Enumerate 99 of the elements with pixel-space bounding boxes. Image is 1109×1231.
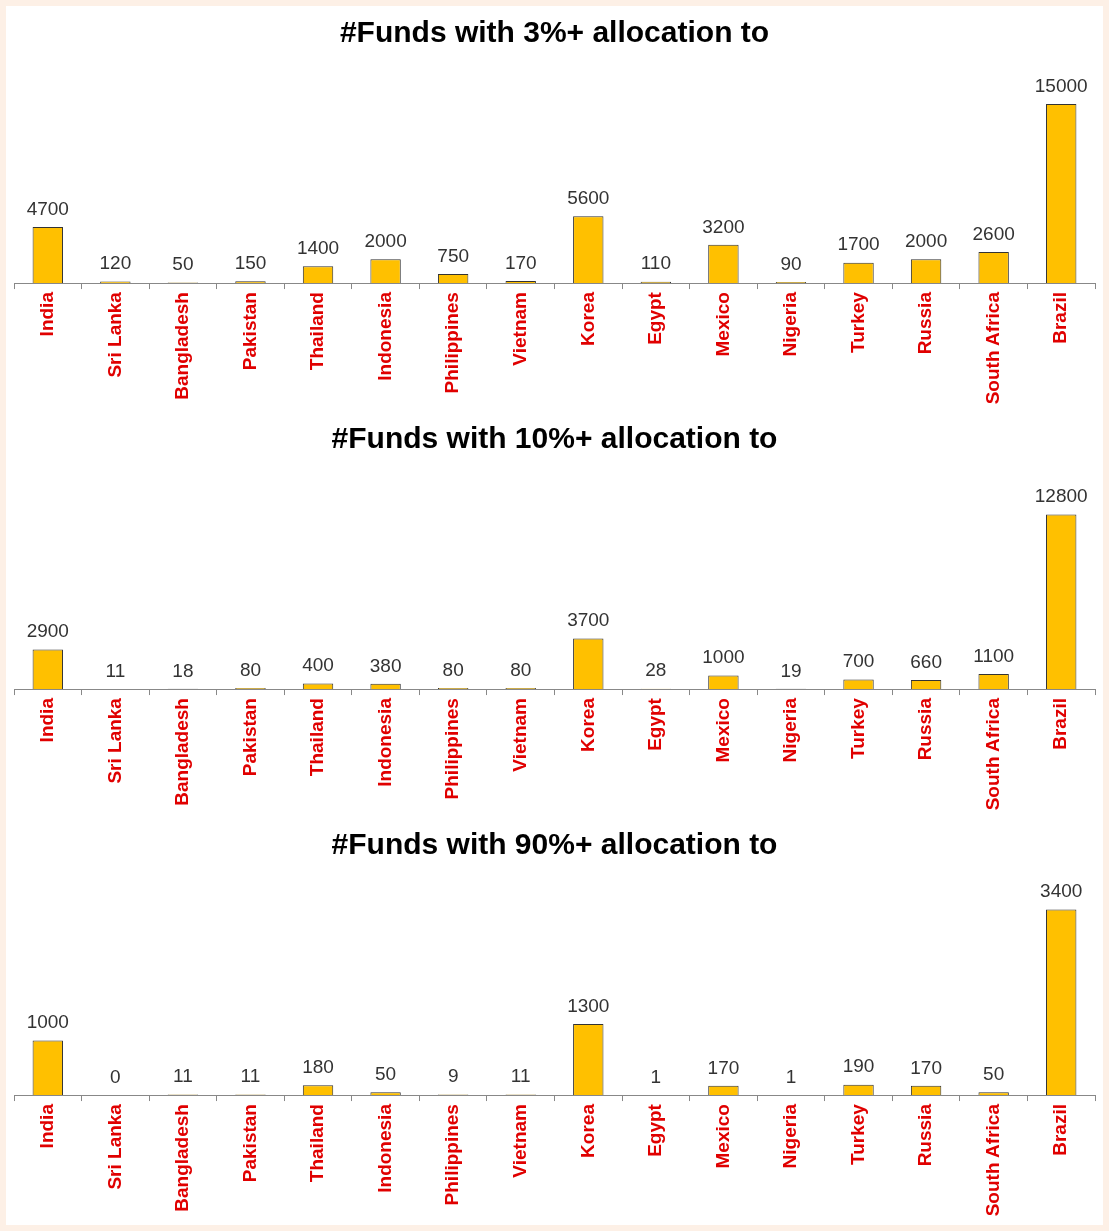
x-tick-label: Indonesia <box>373 1103 395 1193</box>
data-label: 4700 <box>26 197 69 219</box>
x-tick-label: Sri Lanka <box>103 291 125 378</box>
x-tick-label: South Africa <box>981 697 1003 811</box>
data-label: 5600 <box>567 186 610 208</box>
data-label: 90 <box>780 252 802 274</box>
x-tick-label: Brazil <box>1049 1104 1071 1156</box>
data-label: 170 <box>504 251 537 273</box>
data-label: 0 <box>110 1065 121 1087</box>
x-tick-label: Bangladesh <box>171 1104 193 1212</box>
data-label: 2600 <box>972 222 1015 244</box>
x-tick-label: Thailand <box>306 698 328 777</box>
data-label: 3700 <box>567 609 610 631</box>
x-tick-label: Nigeria <box>779 697 801 763</box>
data-label: 1300 <box>567 994 610 1016</box>
x-tick-label: South Africa <box>981 291 1003 405</box>
x-tick-label: Mexico <box>711 698 733 763</box>
data-label: 1000 <box>702 646 745 668</box>
data-label: 1 <box>785 1065 797 1087</box>
data-label: 3200 <box>702 215 745 237</box>
x-tick-label: Turkey <box>846 697 868 759</box>
x-tick-label: Sri Lanka <box>103 1103 125 1190</box>
x-tick-label: Brazil <box>1049 698 1071 750</box>
x-tick-label: Bangladesh <box>171 292 193 400</box>
x-tick-label: Egypt <box>644 291 666 345</box>
x-tick-label: Russia <box>914 291 936 355</box>
data-label: 700 <box>842 650 875 672</box>
data-label: 28 <box>645 659 667 681</box>
data-label: 18 <box>172 659 194 681</box>
data-label: 80 <box>510 658 532 680</box>
x-tick-label: Philippines <box>441 698 463 800</box>
data-label: 120 <box>99 252 132 274</box>
x-tick-label: Vietnam <box>508 1104 530 1178</box>
data-label: 110 <box>640 252 671 274</box>
data-label: 19 <box>780 659 802 681</box>
x-tick-label: Korea <box>576 291 598 346</box>
data-label: 80 <box>239 658 262 680</box>
data-label: 1700 <box>837 233 880 255</box>
x-tick-label: Pakistan <box>238 698 260 777</box>
x-tick-label: Korea <box>576 697 598 752</box>
x-tick-label: Brazil <box>1049 292 1071 344</box>
x-tick-label: Indonesia <box>373 291 395 381</box>
x-tick-label: Russia <box>914 697 936 761</box>
x-tick-label: Pakistan <box>238 1104 260 1183</box>
x-tick-label: Pakistan <box>238 292 260 371</box>
data-label: 1 <box>650 1065 662 1087</box>
x-tick-label: India <box>36 291 58 337</box>
x-tick-label: Nigeria <box>779 291 801 357</box>
data-label: 170 <box>707 1056 740 1078</box>
data-label: 170 <box>910 1056 942 1078</box>
data-label: 80 <box>442 658 464 680</box>
data-label: 1100 <box>973 644 1015 666</box>
x-tick-label: Egypt <box>644 1103 666 1157</box>
x-tick-label: Mexico <box>711 1104 733 1169</box>
data-label: 400 <box>302 654 334 676</box>
chart-title: #Funds with 90%+ allocation to <box>331 827 778 861</box>
chart-title: #Funds with 10%+ allocation to <box>331 421 778 455</box>
data-label: 2900 <box>26 620 69 642</box>
chart-title: #Funds with 3%+ allocation to <box>339 15 770 49</box>
data-label: 2000 <box>904 229 948 251</box>
x-tick-label: Russia <box>914 1103 936 1167</box>
x-tick-label: Thailand <box>306 292 328 371</box>
data-label: 750 <box>437 244 470 266</box>
data-label: 11 <box>173 1065 193 1087</box>
x-tick-label: Philippines <box>441 1104 463 1206</box>
x-tick-label: Nigeria <box>779 1103 801 1169</box>
x-tick-label: Turkey <box>846 291 868 353</box>
data-label: 50 <box>983 1063 1005 1085</box>
x-tick-label: South Africa <box>981 1103 1003 1217</box>
x-tick-label: Bangladesh <box>171 698 193 806</box>
x-tick-label: Vietnam <box>508 698 530 772</box>
data-label: 15000 <box>1034 74 1088 96</box>
data-label: 9 <box>447 1065 459 1087</box>
x-tick-label: India <box>36 1103 58 1149</box>
data-label: 12800 <box>1034 485 1088 507</box>
data-label: 1000 <box>26 1011 69 1033</box>
x-tick-label: Vietnam <box>508 292 530 366</box>
data-label: 2000 <box>364 229 407 251</box>
x-tick-label: Sri Lanka <box>103 697 125 784</box>
x-tick-label: India <box>36 697 58 743</box>
data-label: 3400 <box>1040 880 1083 902</box>
x-tick-label: Egypt <box>644 697 666 751</box>
data-label: 660 <box>910 650 942 672</box>
x-tick-label: Mexico <box>711 292 733 357</box>
data-label: 50 <box>375 1063 397 1085</box>
data-label: 190 <box>842 1055 875 1077</box>
data-label: 11 <box>105 659 126 681</box>
x-tick-label: Thailand <box>306 1104 328 1183</box>
data-label: 50 <box>172 253 194 275</box>
x-tick-label: Turkey <box>846 1103 868 1165</box>
data-label: 11 <box>240 1065 261 1087</box>
data-label: 380 <box>369 654 402 676</box>
data-label: 180 <box>302 1055 334 1077</box>
x-tick-label: Korea <box>576 1103 598 1158</box>
data-label: 11 <box>510 1065 531 1087</box>
x-tick-label: Philippines <box>441 292 463 394</box>
x-tick-label: Indonesia <box>373 697 395 787</box>
data-label: 1400 <box>296 237 340 259</box>
data-label: 150 <box>234 251 267 273</box>
